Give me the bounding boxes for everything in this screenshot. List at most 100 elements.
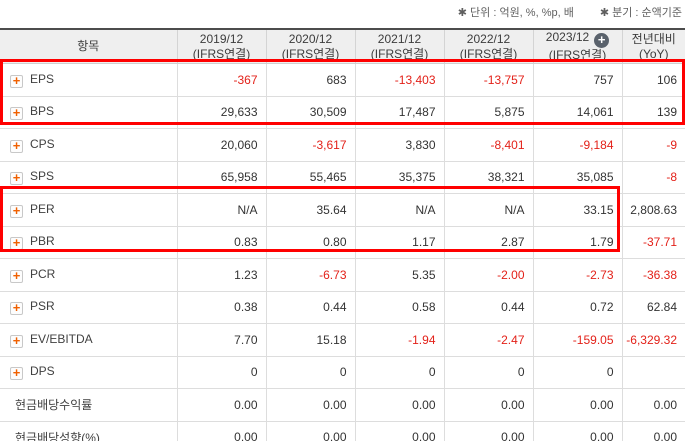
expand-plus-icon[interactable]: +	[10, 74, 23, 88]
table-row: + EPS -367 683 -13,403 -13,757 757 106	[0, 63, 685, 97]
expand-plus-icon[interactable]: +	[10, 106, 23, 121]
expand-plus-icon[interactable]: +	[10, 334, 23, 348]
cell-value: 29,633	[176, 95, 266, 129]
cell-value: 5.35	[354, 258, 444, 291]
cell-value: 0	[532, 355, 622, 389]
expand-plus-icon[interactable]: +	[10, 171, 23, 186]
row-label: 현금배당성향(%)	[15, 430, 100, 441]
cell-value: 0.38	[176, 290, 266, 324]
row-label: CPS	[30, 136, 55, 151]
cell-value: 38,321	[443, 160, 533, 194]
cell-value: 0.00	[176, 420, 266, 441]
row-bps: + BPS	[0, 95, 177, 129]
cell-value: 0.58	[354, 290, 444, 324]
row-label: EPS	[30, 71, 55, 86]
column-header-yoy: 전년대비 (YoY)	[621, 29, 685, 64]
column-header-sublabel: (IFRS연결)	[281, 46, 340, 61]
financial-ratios-table: 항목 2019/12 (IFRS연결) 2020/12 (IFRS연결) 202…	[0, 28, 685, 441]
cell-value	[621, 355, 685, 389]
cell-value: 55,465	[265, 160, 355, 194]
column-header-2019-12: 2019/12 (IFRS연결)	[176, 29, 266, 64]
plus-circle-icon[interactable]: +	[594, 33, 610, 48]
cell-value: N/A	[354, 193, 444, 226]
column-header-sublabel: (IFRS연결)	[192, 46, 251, 61]
cell-value: 0	[176, 355, 266, 389]
row-label: DPS	[30, 364, 55, 379]
expand-plus-icon[interactable]: +	[10, 236, 23, 251]
cell-value: 0.00	[265, 388, 355, 421]
column-header-2022-12: 2022/12 (IFRS연결)	[443, 29, 533, 64]
column-header-sublabel: (YoY)	[638, 46, 669, 61]
cell-value: 0.00	[443, 420, 533, 441]
cell-value: 0.00	[532, 388, 622, 421]
cell-value: -13,757	[443, 63, 533, 96]
cell-value: 1.17	[354, 225, 444, 259]
unit-note: ✱ 단위 : 억원, %, %p, 배	[457, 7, 574, 19]
row-label: PCR	[30, 266, 56, 281]
cell-value: 1.23	[176, 258, 266, 291]
row-sps: + SPS	[0, 160, 177, 194]
cell-value: 0	[354, 355, 444, 389]
cell-value: -8,401	[443, 128, 533, 161]
expand-plus-icon[interactable]: +	[10, 139, 23, 153]
expand-plus-icon[interactable]: +	[10, 269, 23, 283]
cell-value: -2.73	[532, 258, 622, 291]
column-header-2020-12: 2020/12 (IFRS연결)	[265, 29, 355, 64]
row-label: PSR	[30, 299, 55, 314]
cell-value: -3,617	[265, 128, 355, 161]
table-row: 현금배당성향(%) 0.00 0.00 0.00 0.00 0.00 0.00	[0, 420, 685, 441]
cell-value: 30,509	[265, 95, 355, 129]
row-label: PER	[30, 201, 55, 216]
header-row: 항목 2019/12 (IFRS연결) 2020/12 (IFRS연결) 202…	[0, 29, 685, 64]
row-label: EV/EBITDA	[30, 331, 93, 346]
row-eps: + EPS	[0, 64, 177, 97]
table-row: + PCR 1.23 -6.73 5.35 -2.00 -2.73 -36.38	[0, 258, 685, 291]
cell-value: 15.18	[265, 323, 355, 356]
table-row: + DPS 0 0 0 0 0	[0, 355, 685, 389]
row-cps: + CPS	[0, 128, 177, 161]
cell-value: 0.00	[532, 420, 622, 441]
expand-plus-icon[interactable]: +	[10, 366, 23, 381]
cell-value: -36.38	[621, 258, 685, 291]
cell-value: -2.00	[443, 258, 533, 291]
cell-value: -9,184	[532, 128, 622, 161]
column-header-label: 2021/12	[377, 31, 422, 46]
cell-value: 62.84	[621, 290, 685, 324]
cell-value: 0.00	[176, 388, 266, 421]
cell-value: 0.44	[265, 290, 355, 324]
column-header-label: 항목	[77, 39, 100, 53]
column-header-2021-12: 2021/12 (IFRS연결)	[354, 29, 444, 64]
cell-value: 0.80	[265, 225, 355, 259]
row-cash-dividend-yield: 현금배당수익률	[0, 388, 177, 421]
cell-value: 2,808.63	[621, 193, 685, 226]
table-body: + EPS -367 683 -13,403 -13,757 757 106 + BPS 29,63…	[0, 63, 685, 441]
cell-value: 0.44	[443, 290, 533, 324]
cell-value: 20,060	[176, 128, 266, 161]
row-dps: + DPS	[0, 355, 177, 389]
cell-value: 0.00	[265, 420, 355, 441]
cell-value: 0.00	[621, 420, 685, 441]
expand-plus-icon[interactable]: +	[10, 301, 23, 316]
cell-value: N/A	[443, 193, 533, 226]
cell-value: -367	[176, 63, 266, 96]
cell-value: 65,958	[176, 160, 266, 194]
cell-value: -37.71	[621, 225, 685, 259]
cell-value: 17,487	[354, 95, 444, 129]
expand-plus-icon[interactable]: +	[10, 204, 23, 218]
row-ev-ebitda: + EV/EBITDA	[0, 323, 177, 356]
column-header-label: 전년대비	[631, 31, 676, 46]
cell-value: 139	[621, 95, 685, 129]
cell-value: 106	[621, 63, 685, 96]
column-header-item: 항목	[0, 29, 177, 64]
table-row: + SPS 65,958 55,465 35,375 38,321 35,085 -8	[0, 160, 685, 194]
table-row: + PBR 0.83 0.80 1.17 2.87 1.79 -37.71	[0, 225, 685, 259]
cell-value: -2.47	[443, 323, 533, 356]
column-header-sublabel: (IFRS연결)	[459, 46, 518, 61]
cell-value: -9	[621, 128, 685, 161]
cell-value: -6,329.32	[621, 323, 685, 356]
cell-value: 0.83	[176, 225, 266, 259]
cell-value: 35.64	[265, 193, 355, 226]
cell-value: 35,085	[532, 160, 622, 194]
row-pcr: + PCR	[0, 258, 177, 291]
